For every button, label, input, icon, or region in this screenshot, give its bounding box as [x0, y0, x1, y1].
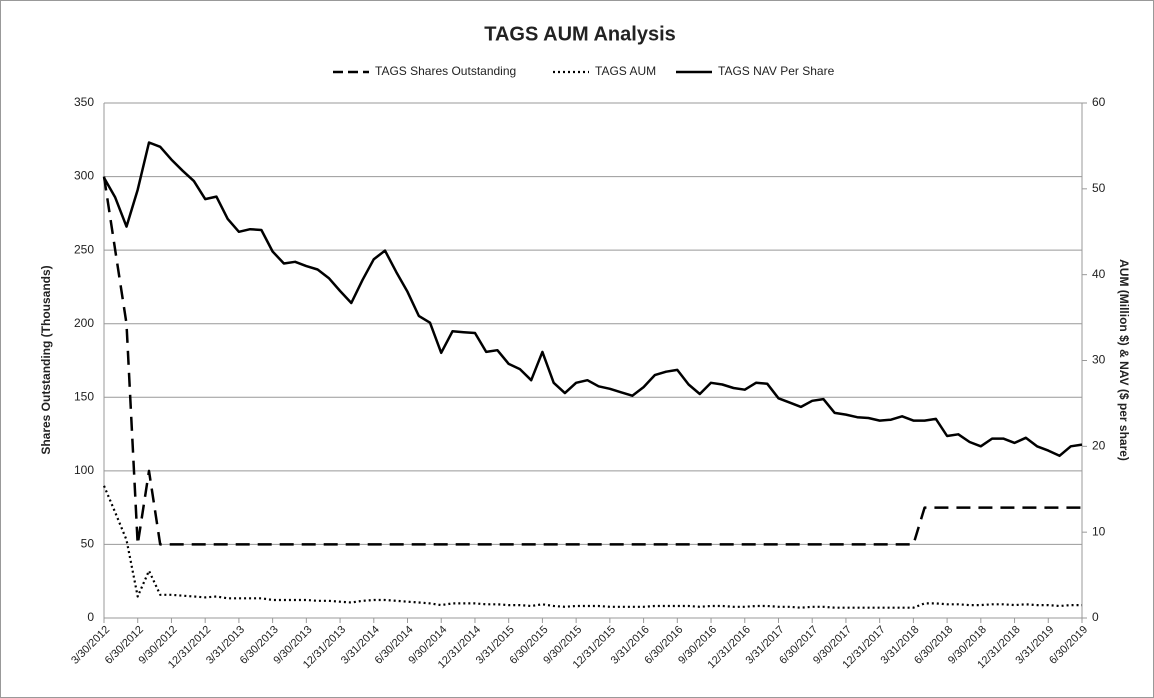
y2-axis-label: AUM (Million $) & NAV ($ per share)	[1117, 259, 1131, 461]
y-tick-label: 250	[74, 242, 94, 256]
series-line	[102, 176, 1082, 546]
y-tick-label: 0	[87, 610, 94, 624]
y-axis-label: Shares Outstanding (Thousands)	[39, 265, 53, 454]
legend-label: TAGS AUM	[595, 64, 656, 78]
y-tick-label: 350	[74, 95, 94, 109]
y2-tick-label: 40	[1092, 267, 1106, 281]
y2-tick-label: 0	[1092, 610, 1099, 624]
y-tick-label: 150	[74, 389, 94, 403]
legend-label: TAGS Shares Outstanding	[375, 64, 516, 78]
y2-tick-label: 10	[1092, 524, 1106, 538]
y-tick-label: 300	[74, 169, 94, 183]
series-line	[102, 485, 1082, 609]
y2-tick-label: 20	[1092, 439, 1106, 453]
series-line	[102, 141, 1083, 458]
y-tick-label: 200	[74, 316, 94, 330]
y-tick-label: 50	[81, 537, 95, 551]
y2-tick-label: 60	[1092, 95, 1106, 109]
chart-title: TAGS AUM Analysis	[484, 23, 676, 45]
y-tick-label: 100	[74, 463, 94, 477]
legend-label: TAGS NAV Per Share	[718, 64, 835, 78]
y2-tick-label: 50	[1092, 181, 1106, 195]
y2-tick-label: 30	[1092, 353, 1106, 367]
